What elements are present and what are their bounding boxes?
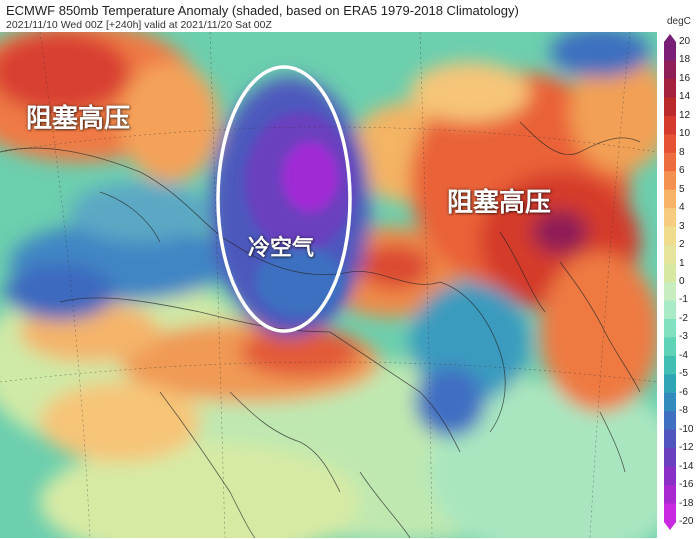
colorbar-swatch — [664, 485, 676, 505]
colorbar-swatch — [664, 300, 676, 320]
colorbar-swatch — [664, 355, 676, 375]
cold-air-outline-ellipse — [216, 65, 352, 333]
colorbar-swatch — [664, 429, 676, 449]
colorbar — [664, 34, 676, 530]
colorbar-tick-label: -2 — [679, 312, 688, 324]
colorbar-swatch — [664, 374, 676, 394]
colorbar-tick-label: 14 — [679, 91, 691, 103]
colorbar-tick-label: -1 — [679, 294, 688, 306]
colorbar-tick-label: -6 — [679, 386, 688, 398]
colorbar-tick-label: 16 — [679, 72, 691, 84]
colorbar-swatch — [664, 189, 676, 209]
colorbar-tick-label: 18 — [679, 54, 691, 66]
colorbar-tick-label: 4 — [679, 202, 685, 214]
colorbar-tick-label: 10 — [679, 128, 691, 140]
colorbar-swatch — [664, 448, 676, 468]
colorbar-max-arrow — [664, 34, 676, 42]
colorbar-tick-label: -3 — [679, 331, 688, 343]
colorbar-tick-label: -4 — [679, 349, 688, 361]
colorbar-swatch — [664, 134, 676, 154]
colorbar-swatch — [664, 263, 676, 283]
colorbar-swatch — [664, 115, 676, 135]
colorbar-tick-label: 0 — [679, 276, 685, 287]
colorbar-tick-label: 6 — [679, 165, 685, 177]
colorbar-swatch — [664, 208, 676, 228]
colorbar-swatch — [664, 245, 676, 265]
colorbar-tick-label: 20 — [679, 36, 691, 47]
colorbar-tick-label: 3 — [679, 220, 685, 232]
anomaly-field — [0, 32, 657, 538]
colorbar-tick-label: 8 — [679, 146, 685, 158]
colorbar-swatch — [664, 226, 676, 246]
colorbar-swatch — [664, 337, 676, 357]
colorbar-swatch — [664, 152, 676, 172]
colorbar-swatch — [664, 392, 676, 412]
colorbar-tick-label: 12 — [679, 109, 691, 121]
map-title: ECMWF 850mb Temperature Anomaly (shaded,… — [6, 3, 519, 18]
colorbar-tick-label: -16 — [679, 479, 694, 491]
colorbar-swatch — [664, 411, 676, 431]
colorbar-tick-label: 1 — [679, 257, 685, 269]
cold-air-label: 冷空气 — [248, 236, 315, 261]
colorbar-unit: degC — [667, 16, 691, 27]
blocking-high-label-left: 阻塞高压 — [26, 104, 131, 134]
colorbar-tick-label: -5 — [679, 368, 688, 380]
colorbar-swatch — [664, 466, 676, 486]
colorbar-swatch — [664, 282, 676, 301]
colorbar-tick-label: -10 — [679, 423, 694, 435]
colorbar-swatch — [664, 97, 676, 117]
coastline-borders — [0, 121, 641, 538]
colorbar-tick-label: -12 — [679, 442, 694, 454]
colorbar-swatch — [664, 60, 676, 80]
colorbar-tick-label: -8 — [679, 405, 688, 417]
colorbar-swatch — [664, 318, 676, 338]
lat-lon-grid — [0, 32, 657, 538]
colorbar-tick-label: 5 — [679, 183, 685, 195]
colorbar-swatch — [664, 503, 676, 523]
colorbar-tick-label: -18 — [679, 497, 694, 509]
colorbar-min-arrow — [664, 522, 676, 530]
map-subtitle: 2021/11/10 Wed 00Z [+240h] valid at 2021… — [6, 19, 272, 31]
colorbar-tick-label: -20 — [679, 516, 694, 527]
colorbar-tick-label: 2 — [679, 239, 685, 251]
colorbar-tick-label: -14 — [679, 460, 694, 472]
blocking-high-label-right: 阻塞高压 — [447, 188, 552, 218]
colorbar-swatch — [664, 78, 676, 98]
temperature-anomaly-map: 阻塞高压 阻塞高压 冷空气 — [0, 32, 657, 538]
colorbar-swatch — [664, 171, 676, 191]
colorbar-swatch — [664, 42, 676, 61]
